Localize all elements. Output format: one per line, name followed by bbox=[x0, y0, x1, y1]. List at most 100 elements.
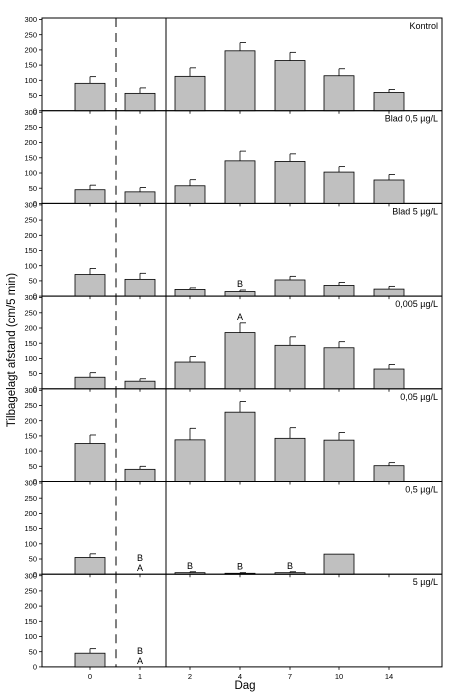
bar-10 bbox=[323, 439, 355, 482]
x-tick-labels: 0 1 2 4 7 10 14 bbox=[88, 672, 393, 681]
y-tick-label: 200 bbox=[24, 138, 37, 147]
bar-1 bbox=[124, 278, 156, 297]
y-tick-label: 250 bbox=[24, 401, 37, 410]
y-tick-label: 250 bbox=[24, 308, 37, 317]
bar-7 bbox=[274, 437, 306, 482]
y-tick-label: 150 bbox=[24, 432, 37, 441]
y-tick-label: 0 bbox=[33, 570, 37, 579]
significance-label: A bbox=[237, 312, 243, 322]
x-tick-label: 1 bbox=[138, 672, 142, 681]
x-tick-label: 0 bbox=[88, 672, 92, 681]
panel-4: 0 50 100 150 200 250 300 0,005 µg/L A bbox=[24, 293, 443, 393]
y-tick-label: 200 bbox=[24, 602, 37, 611]
y-tick-label: 300 bbox=[24, 15, 37, 24]
significance-label: B bbox=[237, 562, 243, 572]
y-tick-label: 250 bbox=[24, 30, 37, 39]
bar-0 bbox=[74, 274, 106, 297]
significance-label: A bbox=[137, 563, 143, 573]
bar-14 bbox=[373, 465, 405, 482]
significance-label: B bbox=[237, 279, 243, 289]
bar-0 bbox=[74, 557, 106, 575]
y-tick-label: 150 bbox=[24, 524, 37, 533]
bar-0 bbox=[74, 443, 106, 482]
significance-label: B bbox=[287, 561, 293, 571]
panel-label: 5 µg/L bbox=[413, 577, 438, 587]
bar-1 bbox=[124, 92, 156, 112]
shared-axes: Tilbagelagt afstand (cm/5 min) Dag bbox=[6, 273, 256, 692]
bar-2 bbox=[174, 289, 206, 297]
y-tick-label: 300 bbox=[24, 571, 37, 580]
y-tick-label: 50 bbox=[29, 555, 37, 564]
significance-label: B bbox=[137, 553, 143, 563]
bar-0 bbox=[74, 652, 106, 668]
bar-2 bbox=[174, 185, 206, 204]
panel-label: 0,05 µg/L bbox=[400, 392, 438, 402]
bar-4 bbox=[224, 291, 256, 297]
y-tick-label: 300 bbox=[24, 386, 37, 395]
y-tick-label: 200 bbox=[24, 324, 37, 333]
panel-label: Blad 0,5 µg/L bbox=[385, 114, 438, 124]
y-tick-label: 100 bbox=[24, 539, 37, 548]
y-axis-title: Tilbagelagt afstand (cm/5 min) bbox=[6, 273, 18, 427]
y-tick-label: 150 bbox=[24, 153, 37, 162]
x-tick-label: 10 bbox=[335, 672, 343, 681]
y-tick-label: 100 bbox=[24, 447, 37, 456]
significance-label: B bbox=[137, 646, 143, 656]
bar-10 bbox=[323, 347, 355, 390]
y-tick-label: 50 bbox=[29, 647, 37, 656]
panel-3: 0 50 100 150 200 250 300 Blad 5 µg/L B bbox=[24, 201, 443, 301]
bar-2 bbox=[174, 439, 206, 482]
panel-label: 0,5 µg/L bbox=[405, 485, 438, 495]
bar-0 bbox=[74, 189, 106, 204]
bar-4 bbox=[224, 411, 256, 482]
y-tick-label: 150 bbox=[24, 617, 37, 626]
bar-14 bbox=[373, 179, 405, 204]
y-tick-label: 250 bbox=[24, 494, 37, 503]
y-tick-label: 150 bbox=[24, 246, 37, 255]
y-tick-label: 300 bbox=[24, 293, 37, 302]
significance-label: A bbox=[137, 656, 143, 666]
panel-label: 0,005 µg/L bbox=[395, 299, 438, 309]
panel-7: 0 50 100 150 200 250 300 5 µg/L BA bbox=[24, 571, 443, 672]
bar-10 bbox=[323, 75, 355, 112]
bar-0 bbox=[74, 376, 106, 390]
y-tick-label: 0 bbox=[33, 199, 37, 208]
bar-14 bbox=[373, 368, 405, 390]
bar-2 bbox=[174, 75, 206, 112]
y-tick-label: 50 bbox=[29, 462, 37, 471]
x-tick-label: 14 bbox=[385, 672, 393, 681]
y-tick-label: 0 bbox=[33, 106, 37, 115]
bar-7 bbox=[274, 344, 306, 390]
bar-2 bbox=[174, 361, 206, 390]
y-tick-label: 150 bbox=[24, 61, 37, 70]
bar-1 bbox=[124, 380, 156, 390]
y-tick-label: 200 bbox=[24, 231, 37, 240]
y-tick-label: 100 bbox=[24, 169, 37, 178]
y-tick-label: 300 bbox=[24, 108, 37, 117]
bar-7 bbox=[274, 279, 306, 297]
significance-label: B bbox=[187, 561, 193, 571]
y-tick-label: 300 bbox=[24, 479, 37, 488]
y-tick-label: 0 bbox=[33, 292, 37, 301]
bar-10 bbox=[323, 553, 355, 575]
y-tick-label: 50 bbox=[29, 277, 37, 286]
y-tick-label: 0 bbox=[33, 663, 37, 672]
y-tick-label: 200 bbox=[24, 46, 37, 55]
bar-7 bbox=[274, 161, 306, 204]
y-tick-label: 100 bbox=[24, 354, 37, 363]
panel-2: 0 50 100 150 200 250 300 Blad 0,5 µg/L bbox=[24, 108, 443, 208]
bar-4 bbox=[224, 50, 256, 112]
y-tick-label: 200 bbox=[24, 509, 37, 518]
panel-5: 0 50 100 150 200 250 300 0,05 µg/L bbox=[24, 386, 443, 486]
bar-10 bbox=[323, 171, 355, 204]
y-tick-label: 100 bbox=[24, 632, 37, 641]
x-tick-label: 7 bbox=[288, 672, 292, 681]
panel-frame bbox=[41, 573, 443, 668]
x-tick-label: 2 bbox=[188, 672, 192, 681]
bar-4 bbox=[224, 160, 256, 204]
panel-label: Kontrol bbox=[409, 21, 438, 31]
y-tick-label: 250 bbox=[24, 123, 37, 132]
bar-14 bbox=[373, 288, 405, 297]
bar-0 bbox=[74, 82, 106, 112]
bar-4 bbox=[224, 332, 256, 390]
